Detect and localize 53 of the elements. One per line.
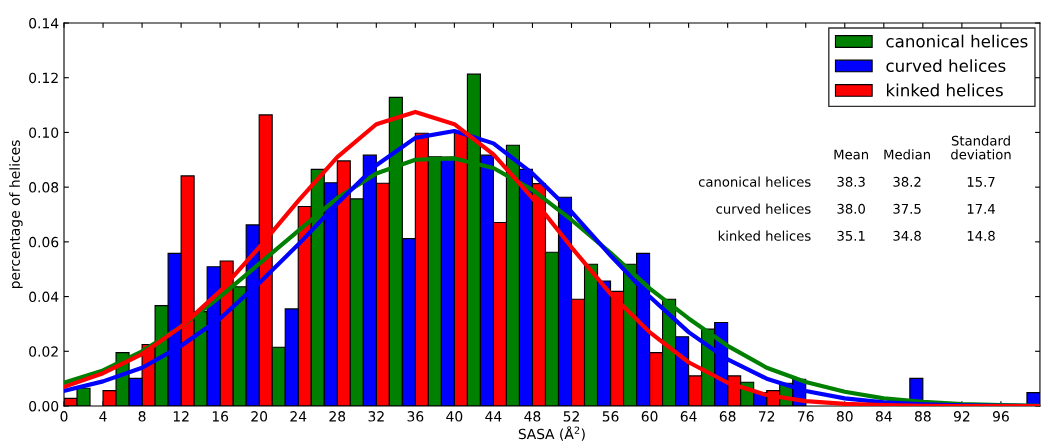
x-tick-label: 44 (485, 411, 502, 422)
y-tick-label: 0.06 (29, 236, 59, 248)
y-axis-title: percentage of helices (9, 140, 23, 289)
x-tick-label: 96 (992, 411, 1009, 422)
annotation: 37.5 (893, 203, 921, 214)
x-tick-label: 72 (758, 411, 775, 422)
annotation: 14.8 (967, 230, 995, 241)
annotation: Standard deviation (951, 135, 1011, 160)
x-tick-label: 32 (368, 411, 384, 422)
annotation: 34.8 (893, 230, 921, 241)
y-tick-label: 0.08 (29, 182, 59, 193)
annotation: curved helices (716, 203, 811, 214)
x-tick-label: 16 (212, 411, 229, 422)
legend-label: kinked helices (886, 83, 1003, 97)
x-axis-title: SASA (Å$^{2}$) (518, 426, 585, 441)
annotation: 38.0 (837, 203, 865, 214)
legend-label: canonical helices (886, 34, 1028, 48)
x-tick-label: 64 (680, 411, 697, 422)
x-tick-label: 68 (719, 411, 736, 422)
x-tick-label: 4 (99, 411, 107, 422)
annotation: 35.1 (837, 230, 865, 241)
x-tick-label: 80 (836, 411, 853, 422)
x-tick-label: 36 (407, 411, 424, 422)
x-tick-label: 92 (953, 411, 970, 422)
annotation: kinked helices (718, 230, 811, 241)
x-tick-label: 52 (563, 411, 579, 422)
x-tick-label: 0 (60, 411, 68, 422)
x-tick-label: 48 (524, 411, 541, 422)
x-tick-label: 60 (641, 411, 658, 422)
x-tick-label: 40 (446, 411, 463, 422)
annotation: Mean (834, 149, 869, 160)
annotation: canonical helices (698, 176, 811, 187)
y-tick-label: 0.00 (29, 400, 59, 412)
annotation: Median (884, 149, 930, 160)
legend-label: curved helices (886, 59, 1006, 73)
annotation: 38.2 (893, 176, 921, 187)
x-tick-label: 20 (251, 411, 268, 422)
annotation: 17.4 (967, 204, 995, 214)
x-tick-label: 88 (914, 411, 931, 422)
y-tick-label: 0.14 (29, 17, 59, 29)
x-tick-label: 56 (602, 411, 619, 422)
annotation: 38.3 (837, 176, 865, 187)
x-tick-label: 12 (173, 411, 189, 422)
x-tick-label: 24 (290, 411, 307, 422)
y-tick-label: 0.04 (29, 291, 59, 303)
x-tick-label: 28 (329, 411, 346, 422)
annotation: 15.7 (967, 177, 995, 187)
x-tick-label: 8 (138, 411, 146, 422)
x-tick-label: 84 (875, 411, 892, 422)
y-tick-label: 0.10 (29, 127, 59, 138)
x-tick-label: 76 (798, 411, 814, 422)
y-tick-label: 0.02 (29, 346, 58, 357)
y-tick-label: 0.12 (29, 72, 58, 84)
